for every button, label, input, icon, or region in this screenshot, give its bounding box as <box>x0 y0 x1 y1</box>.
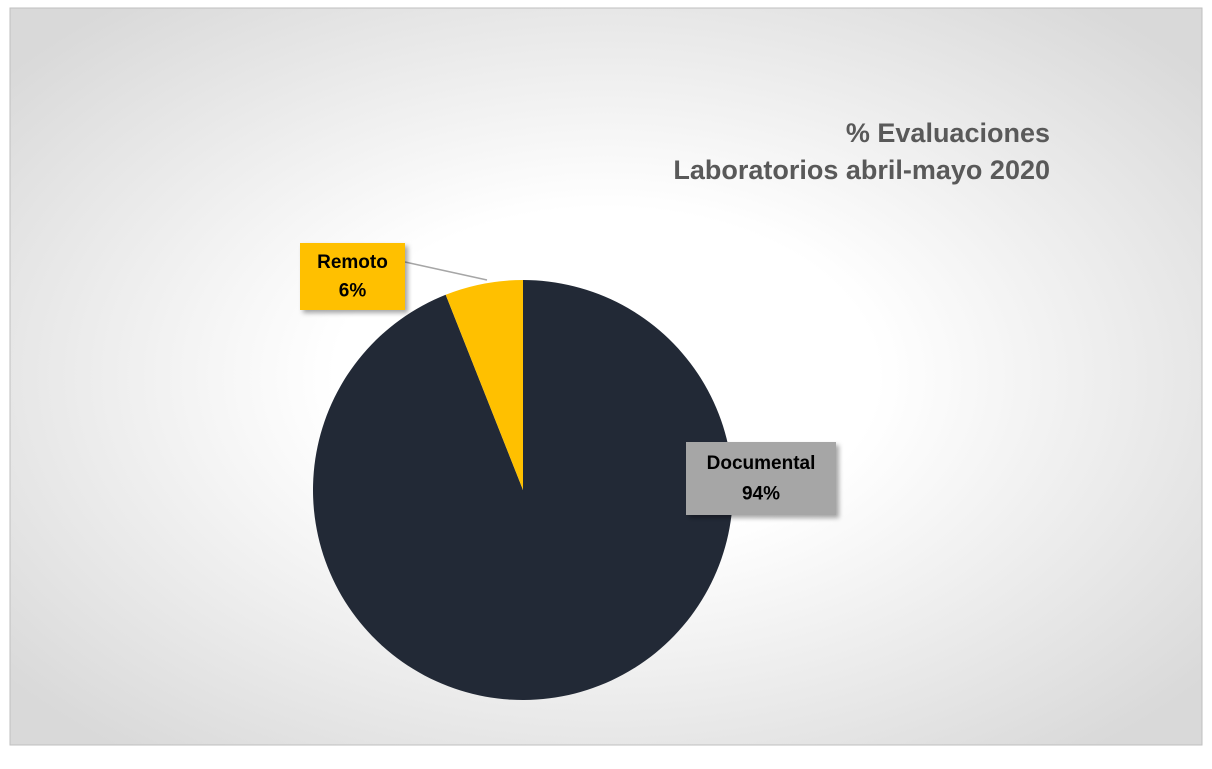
data-label-value: 94% <box>742 484 780 505</box>
data-label-box <box>686 442 836 515</box>
pie-slice <box>445 280 523 490</box>
data-label-box <box>300 243 405 310</box>
data-label-value: 6% <box>339 280 367 301</box>
data-label-category: Documental <box>707 453 816 474</box>
pie-slice <box>313 280 733 701</box>
data-label-category: Remoto <box>317 252 388 273</box>
leader-line <box>404 261 488 281</box>
chart-title: % Evaluaciones <box>846 118 1050 148</box>
chart-subtitle: Laboratorios abril-mayo 2020 <box>673 155 1050 185</box>
